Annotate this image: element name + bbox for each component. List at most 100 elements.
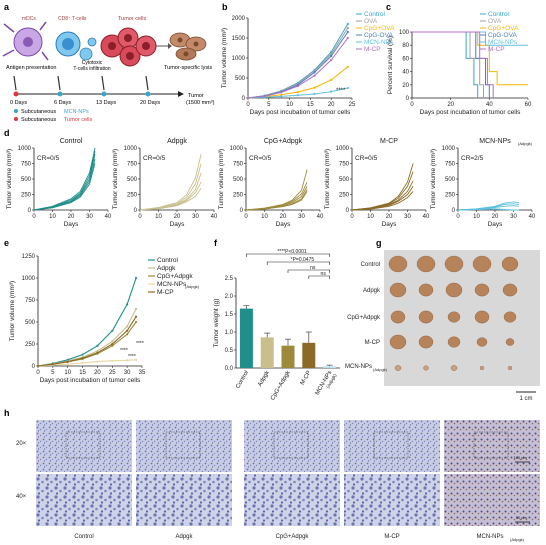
y-tick-label: 2000 (232, 16, 246, 22)
x-tick-label: 10 (64, 370, 71, 376)
data-point (346, 86, 349, 90)
y-tick-label: 20 (402, 83, 409, 89)
legend-label: MCN-NPs (488, 39, 518, 46)
cr-label: CR=0/5 (355, 155, 378, 162)
histology-tile (444, 420, 540, 472)
y-tick-label: 250 (445, 193, 456, 199)
y-axis-label: Tumor volume (mm³) (221, 28, 228, 88)
tumor-cells-label: Tumor cells (118, 16, 146, 22)
data-point (246, 96, 250, 100)
tumor-photo (388, 255, 408, 273)
y-tick-label: 0 (406, 96, 410, 102)
syringe-icon (13, 75, 17, 91)
syringe-icons (13, 75, 149, 91)
data-point (111, 344, 114, 347)
g-row-adpgk: Adpgk (363, 288, 381, 294)
y-tick-label: 750 (445, 162, 456, 168)
individual-curve (351, 163, 414, 211)
timeline-point-tumor (13, 91, 19, 97)
data-point (330, 90, 333, 93)
significance-label: **** (128, 354, 136, 360)
significance-label: **** (336, 88, 346, 94)
data-point (296, 84, 300, 88)
data-point (330, 78, 333, 82)
histology-tile (136, 420, 232, 472)
series-line-3 (37, 359, 137, 367)
y-tick-label: 1.0 (225, 330, 234, 336)
series-line-4 (37, 316, 137, 367)
data-point (134, 358, 138, 361)
tcells-label: CD8⁺ T-cells (58, 16, 87, 22)
endpoint-label: Tumor (188, 93, 204, 99)
data-point (296, 90, 300, 94)
x-tick-label: 10 (49, 214, 56, 220)
legend-label: CpG+OVA (488, 25, 519, 32)
data-point (126, 329, 129, 332)
x-tick-label: 40 (211, 214, 218, 220)
significance-label: *P=0.0475 (291, 257, 315, 263)
significance-label: **** (120, 348, 128, 354)
tumor-photo (418, 310, 434, 324)
data-point (111, 359, 114, 362)
category-label: CpG+Adpgk (270, 369, 292, 401)
individual-curve (139, 181, 202, 211)
x-tick-label: 40 (529, 214, 536, 220)
data-point (96, 360, 99, 363)
y-tick-label: 2.0 (225, 294, 234, 300)
panel-label-c: c (386, 2, 391, 12)
survival-line-control (412, 31, 479, 98)
y-axis-label: Tumor weight (g) (213, 299, 220, 348)
y-axis-label: Tumor volume (mm³) (324, 149, 331, 209)
bar-mcn-nps (323, 366, 337, 368)
panel-label-g: g (376, 238, 382, 248)
timeline-day-13: 13 Days (96, 100, 116, 106)
tumor-photo (472, 255, 492, 273)
syringe-icon (101, 75, 105, 91)
significance-label: ns (310, 265, 316, 271)
tumor-photo (501, 256, 519, 272)
data-point (36, 364, 40, 368)
d-panel-title: Adpgk (167, 138, 187, 145)
category-label: Control (235, 370, 250, 390)
y-tick-label: 100 (399, 30, 410, 36)
x-tick-label: 10 (155, 214, 162, 220)
x-tick-label: 60 (525, 102, 532, 108)
d-panel-0: 0 250 500 750 1000 0 10 20 30 40 Days Tumor volume … (6, 138, 112, 228)
y-tick-label: 60 (402, 56, 409, 62)
individual-curve (457, 208, 519, 211)
y-tick-label: 2.5 (225, 276, 234, 282)
x-tick-label: 25 (109, 370, 116, 376)
survival-line-m-cp (412, 31, 494, 98)
y-tick-label: 1000 (18, 146, 32, 152)
data-point (81, 353, 84, 356)
data-point (126, 325, 129, 328)
y-tick-label: 1000 (124, 146, 138, 152)
tumor-cells-icon (100, 27, 157, 67)
individual-curve (33, 147, 96, 211)
bar-cpg+adpgk (281, 345, 295, 368)
legend-mcn-dot (14, 109, 18, 113)
legend-label: Adpgk (157, 265, 176, 272)
individual-curve (351, 180, 414, 211)
y-tick-label: 0 (134, 208, 138, 214)
tumor-photo (418, 283, 434, 297)
x-tick-label: 30 (510, 214, 517, 220)
significance-bracket (246, 253, 330, 257)
series-line-2 (37, 321, 137, 367)
x-tick-label: 40 (486, 102, 493, 108)
x-tick-label: 20 (174, 214, 181, 220)
h-col-control: Control (74, 534, 93, 540)
y-tick-label: 1000 (22, 276, 36, 282)
x-axis-label: Days (170, 221, 186, 228)
x-tick-label: 0 (244, 214, 248, 220)
x-tick-label: 0 (410, 102, 414, 108)
g-row-mcp: M-CP (365, 340, 380, 346)
h-row-20x: 20× (16, 441, 27, 447)
mdcs-label: mDCs (22, 16, 36, 22)
timeline-point-3 (145, 91, 151, 97)
x-tick-label: 10 (473, 214, 480, 220)
legend-label: M-CP (488, 46, 505, 53)
x-tick-label: 0 (246, 102, 250, 108)
